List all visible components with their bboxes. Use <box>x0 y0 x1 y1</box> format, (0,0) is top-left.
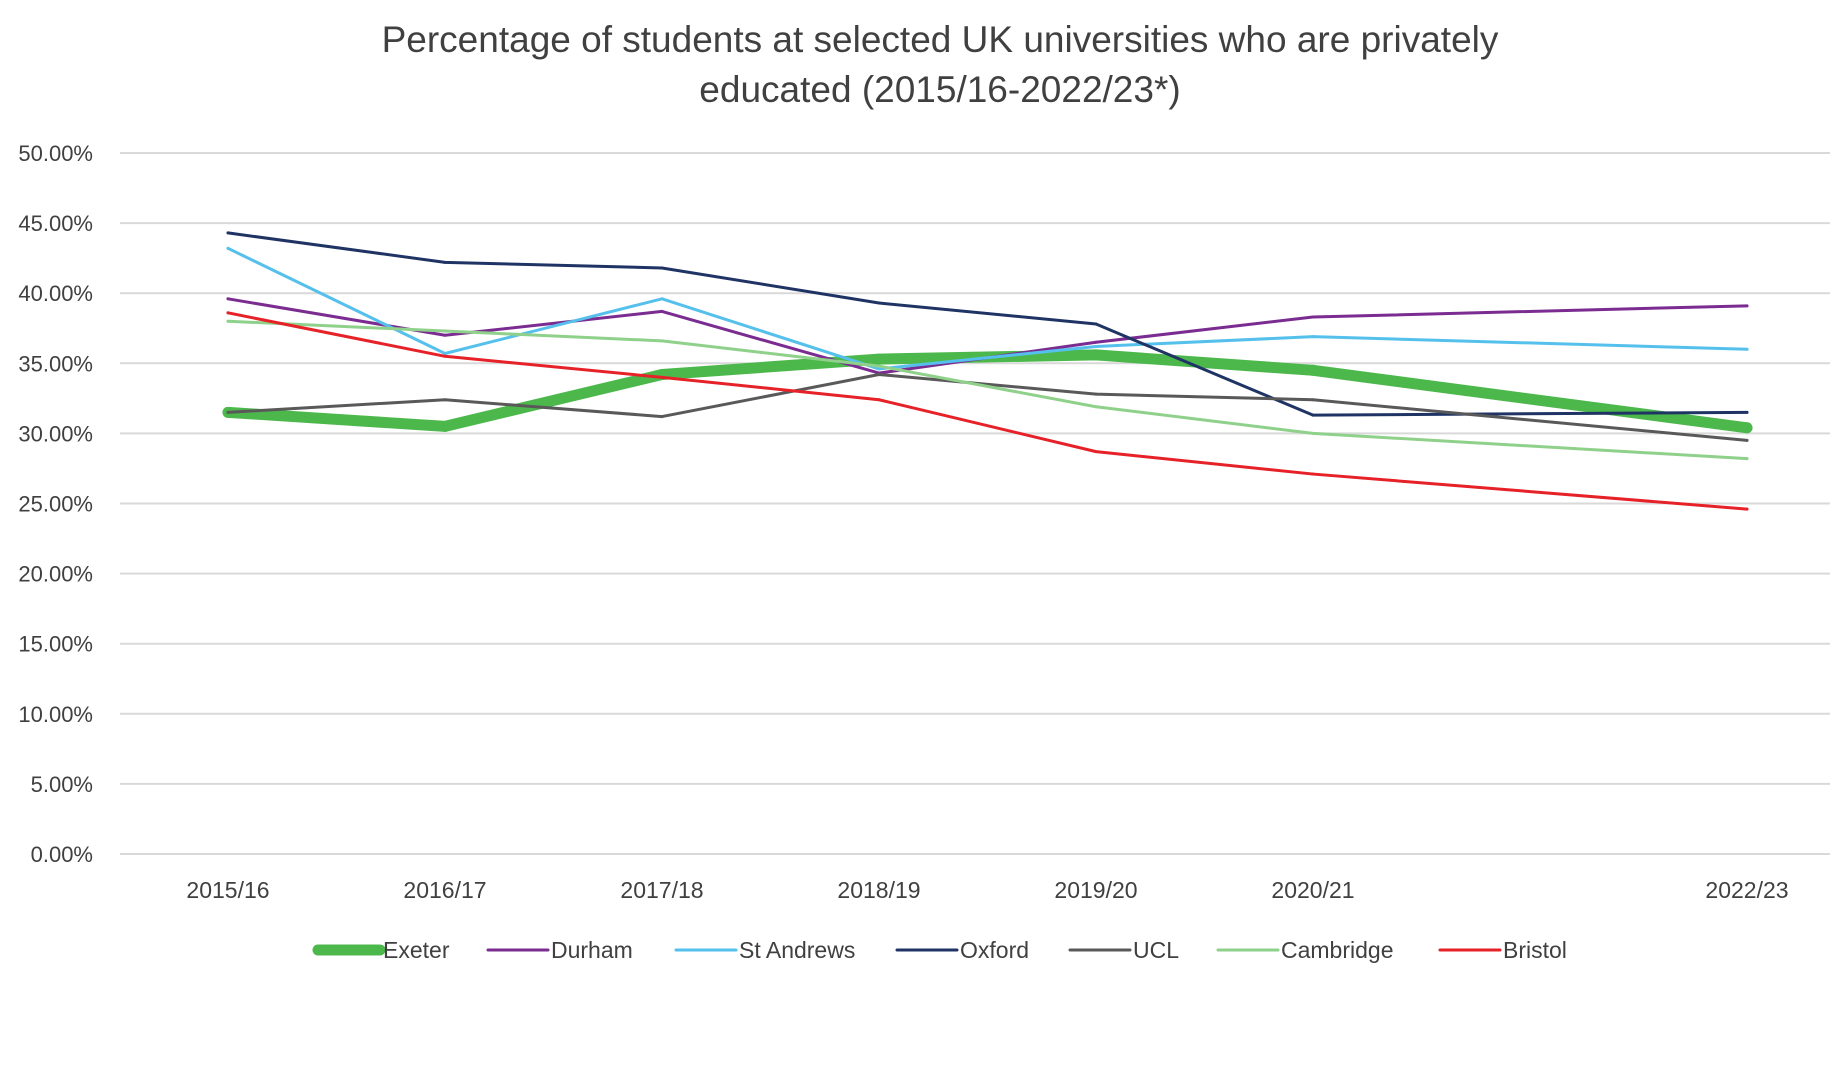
data-point-ucl-5 <box>1311 398 1315 402</box>
y-tick-label: 30.00% <box>18 421 93 446</box>
x-tick-label: 2020/21 <box>1271 877 1354 903</box>
y-tick-label: 10.00% <box>18 702 93 727</box>
data-point-exeter-4 <box>1090 349 1102 361</box>
data-point-durham-0 <box>226 297 230 301</box>
data-point-st-andrews-4 <box>1094 344 1098 348</box>
data-point-st-andrews-3 <box>877 367 881 371</box>
data-point-cambridge-1 <box>443 329 447 333</box>
data-point-st-andrews-2 <box>660 297 664 301</box>
series-line-st-andrews <box>226 246 1749 371</box>
chart-title-line-2: educated (2015/16-2022/23*) <box>699 69 1180 110</box>
y-tick-label: 5.00% <box>31 772 93 797</box>
chart-title-line-1: Percentage of students at selected UK un… <box>382 19 1499 60</box>
data-point-oxford-0 <box>226 231 230 235</box>
data-point-ucl-0 <box>226 410 230 414</box>
y-tick-label: 40.00% <box>18 281 93 306</box>
data-point-bristol-5 <box>1311 472 1315 476</box>
data-point-cambridge-3 <box>877 364 881 368</box>
y-tick-label: 25.00% <box>18 492 93 517</box>
data-point-oxford-4 <box>1094 322 1098 326</box>
x-tick-label: 2019/20 <box>1054 877 1137 903</box>
data-point-st-andrews-7 <box>1745 347 1749 351</box>
data-point-oxford-1 <box>443 260 447 264</box>
data-point-cambridge-5 <box>1311 431 1315 435</box>
series-line-exeter <box>222 349 1753 434</box>
data-point-st-andrews-5 <box>1311 335 1315 339</box>
data-point-oxford-2 <box>660 266 664 270</box>
y-tick-label: 50.00% <box>18 141 93 166</box>
series-lines <box>222 231 1753 511</box>
data-point-ucl-3 <box>877 373 881 377</box>
legend-label-durham: Durham <box>551 937 633 963</box>
legend-label-exeter: Exeter <box>383 937 450 963</box>
data-point-st-andrews-0 <box>226 246 230 250</box>
data-point-bristol-2 <box>660 375 664 379</box>
data-point-ucl-7 <box>1745 438 1749 442</box>
x-axis-tick-labels: 2015/16 2016/17 2017/18 2018/19 2019/20 2020/… <box>186 877 1788 903</box>
y-tick-label: 20.00% <box>18 562 93 587</box>
data-point-exeter-7 <box>1741 422 1753 434</box>
y-tick-label: 0.00% <box>31 842 93 867</box>
legend: Exeter Durham St Andrews Oxford UCL Cambridge… <box>312 937 1567 963</box>
data-point-cambridge-4 <box>1094 405 1098 409</box>
data-point-bristol-7 <box>1745 507 1749 511</box>
data-point-exeter-3 <box>873 353 885 365</box>
legend-label-st-andrews: St Andrews <box>739 937 855 963</box>
data-point-oxford-7 <box>1745 410 1749 414</box>
data-point-ucl-2 <box>660 415 664 419</box>
data-point-cambridge-7 <box>1745 457 1749 461</box>
y-tick-label: 15.00% <box>18 632 93 657</box>
y-tick-label: 45.00% <box>18 211 93 236</box>
legend-label-oxford: Oxford <box>960 937 1029 963</box>
data-point-bristol-1 <box>443 354 447 358</box>
y-axis-tick-labels: 0.00% 5.00% 10.00% 15.00% 20.00% 25.00% 30.00%… <box>18 141 93 867</box>
data-point-ucl-1 <box>443 398 447 402</box>
data-point-durham-5 <box>1311 315 1315 319</box>
x-tick-label: 2022/23 <box>1705 877 1788 903</box>
data-point-oxford-5 <box>1311 413 1315 417</box>
data-point-durham-7 <box>1745 304 1749 308</box>
x-tick-label: 2018/19 <box>837 877 920 903</box>
data-point-bristol-0 <box>226 311 230 315</box>
data-point-ucl-4 <box>1094 392 1098 396</box>
x-tick-label: 2016/17 <box>403 877 486 903</box>
data-point-bristol-4 <box>1094 450 1098 454</box>
data-point-durham-4 <box>1094 340 1098 344</box>
data-point-exeter-1 <box>439 420 451 432</box>
x-tick-label: 2015/16 <box>186 877 269 903</box>
data-point-st-andrews-1 <box>443 351 447 355</box>
legend-label-bristol: Bristol <box>1503 937 1567 963</box>
data-point-exeter-5 <box>1307 364 1319 376</box>
data-point-oxford-3 <box>877 301 881 305</box>
gridlines <box>120 152 1830 855</box>
series-line-ucl <box>226 373 1749 442</box>
data-point-cambridge-2 <box>660 339 664 343</box>
legend-label-ucl: UCL <box>1133 937 1179 963</box>
legend-label-cambridge: Cambridge <box>1281 937 1394 963</box>
data-point-cambridge-0 <box>226 319 230 323</box>
data-point-durham-1 <box>443 333 447 337</box>
data-point-durham-2 <box>660 309 664 313</box>
x-tick-label: 2017/18 <box>620 877 703 903</box>
data-point-bristol-3 <box>877 398 881 402</box>
y-tick-label: 35.00% <box>18 351 93 376</box>
